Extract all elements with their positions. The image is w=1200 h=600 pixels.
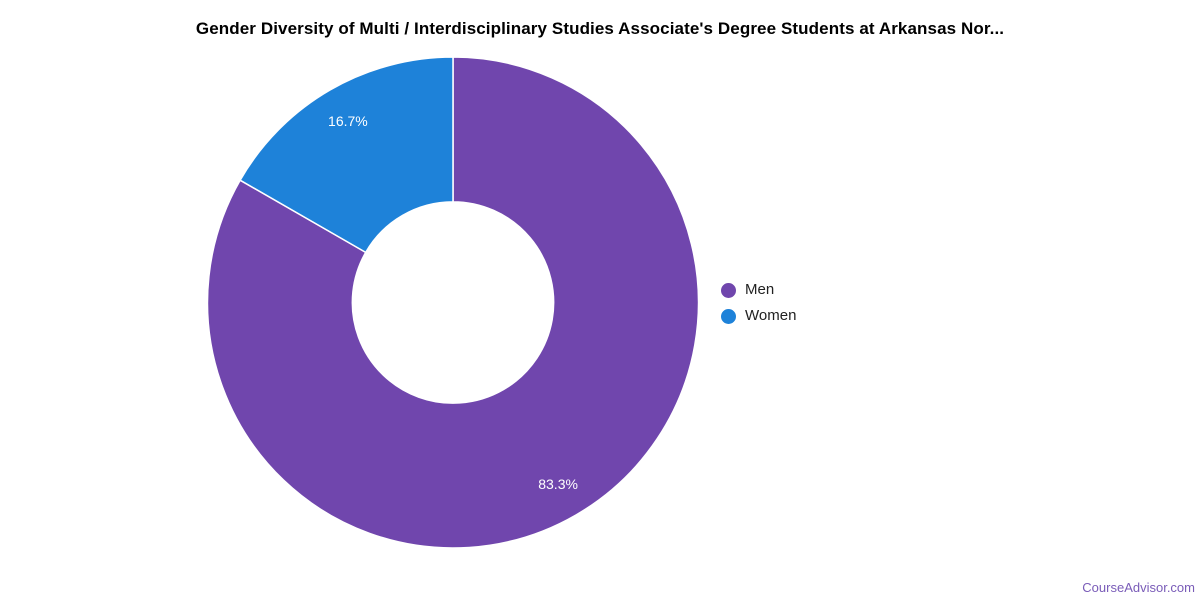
legend: Men Women <box>721 279 796 327</box>
legend-swatch-women-icon <box>721 308 736 324</box>
legend-label-men: Men <box>745 281 775 298</box>
legend-label-women: Women <box>745 307 797 324</box>
courseadvisor-link[interactable]: CourseAdvisor.com <box>1082 580 1195 595</box>
legend-swatch-men-icon <box>721 282 736 298</box>
pie-slice-men[interactable] <box>206 56 700 549</box>
pie-slice-women[interactable] <box>239 56 454 254</box>
slice-label-men: 83.3% <box>538 476 578 492</box>
slice-label-women: 16.7% <box>328 113 368 129</box>
legend-item-men: Men <box>721 279 796 301</box>
chart-title: Gender Diversity of Multi / Interdiscipl… <box>195 19 1005 38</box>
legend-item-women: Women <box>721 305 796 327</box>
